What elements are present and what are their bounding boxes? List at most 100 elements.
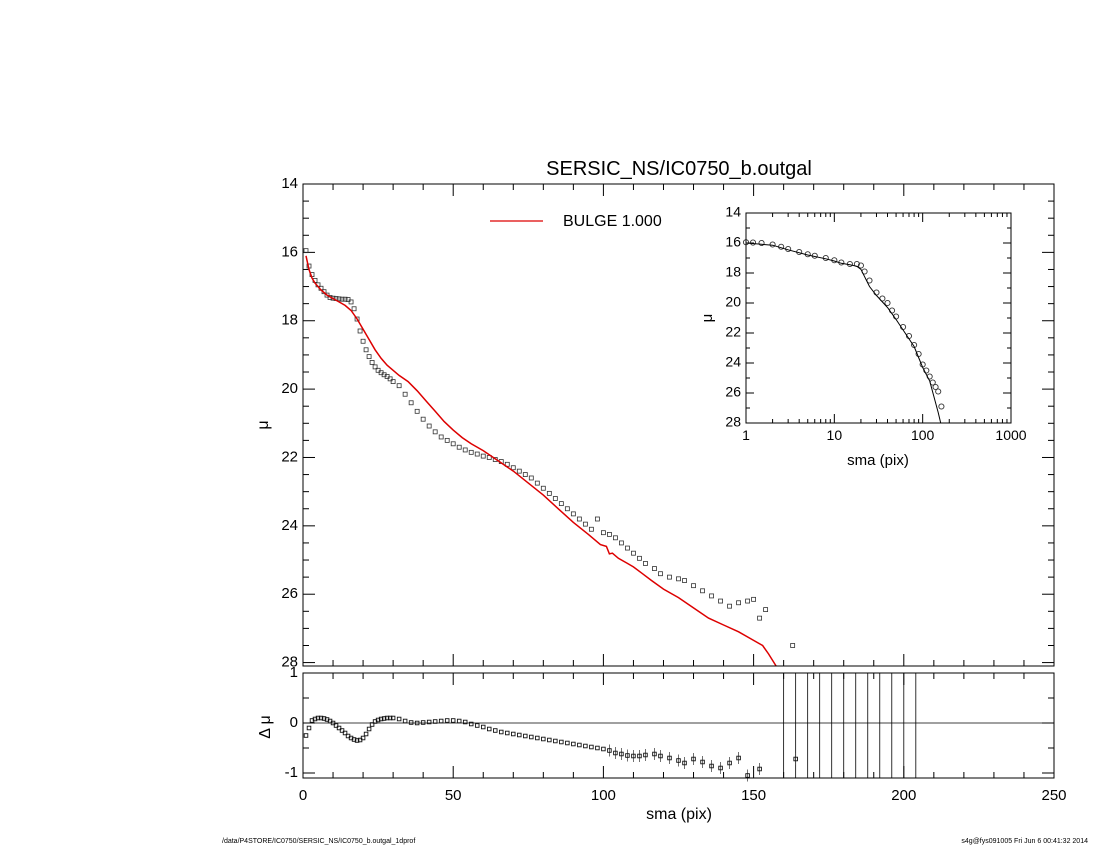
main-data-point bbox=[438, 434, 444, 440]
inset-data-point bbox=[884, 299, 891, 307]
residual-xtick-label: 0 bbox=[299, 787, 307, 804]
main-data-point bbox=[667, 574, 672, 580]
main-data-point bbox=[336, 296, 342, 302]
residual-data-point bbox=[577, 742, 582, 748]
main-ytick-label: 16 bbox=[281, 243, 298, 260]
main-data-point bbox=[790, 643, 796, 648]
main-data-point bbox=[540, 485, 546, 491]
main-data-point bbox=[396, 383, 402, 389]
residual-data-point bbox=[402, 718, 408, 724]
main-data-point bbox=[534, 480, 540, 486]
residual-data-point bbox=[637, 753, 642, 759]
main-data-point bbox=[619, 540, 624, 546]
main-data-point bbox=[576, 516, 582, 522]
residual-data-point bbox=[745, 773, 750, 778]
residual-data-point bbox=[351, 737, 357, 742]
inset-ticks: 14 16 18 20 22 24 26 281 10 100 1000 bbox=[725, 204, 1026, 443]
residual-data-point bbox=[432, 719, 438, 724]
main-data-point bbox=[751, 596, 756, 602]
residual-data-point bbox=[450, 718, 456, 723]
main-data-point bbox=[414, 408, 420, 414]
main-data-point bbox=[552, 496, 558, 501]
main-ytick-label: 26 bbox=[281, 585, 298, 602]
main-data-point bbox=[369, 360, 375, 365]
inset-data-point bbox=[935, 388, 942, 395]
footer-file-path: /data/P4STORE/IC0750/SERSIC_NS/IC0750_b.… bbox=[222, 838, 416, 845]
residual-data-point bbox=[619, 751, 624, 757]
residual-data-point bbox=[529, 734, 534, 740]
main-data-point bbox=[546, 490, 552, 496]
main-data-point bbox=[444, 437, 450, 443]
main-data-point bbox=[613, 535, 618, 541]
inset-ytick-label: 24 bbox=[725, 354, 741, 370]
residual-data-point bbox=[499, 729, 504, 735]
residual-data-point bbox=[718, 765, 723, 771]
inset-data-point bbox=[749, 239, 757, 246]
residual-data-point bbox=[360, 735, 366, 741]
main-data-point bbox=[450, 441, 456, 447]
main-data-point bbox=[420, 416, 426, 422]
inset-data-point bbox=[758, 239, 765, 247]
residual-data-point bbox=[363, 731, 369, 737]
residual-data-point bbox=[559, 739, 564, 745]
main-data-point bbox=[582, 521, 588, 527]
main-data-point bbox=[351, 306, 357, 312]
residual-data-point bbox=[330, 720, 336, 726]
residual-ytick-label: 0 bbox=[290, 714, 298, 731]
residual-data-point bbox=[384, 715, 390, 721]
inset-data-point bbox=[932, 383, 939, 391]
residual-data-point bbox=[607, 748, 612, 753]
residual-data-point bbox=[547, 737, 552, 743]
residual-xtick-label: 200 bbox=[891, 787, 916, 804]
main-data-point bbox=[516, 468, 522, 474]
inset-ytick-label: 22 bbox=[725, 324, 741, 340]
main-frame bbox=[302, 183, 1055, 667]
residual-frame bbox=[302, 672, 1055, 779]
main-data-point bbox=[564, 506, 570, 512]
residual-data-point bbox=[757, 766, 762, 772]
inset-data-point bbox=[938, 403, 945, 410]
inset-ytick-label: 26 bbox=[725, 384, 741, 400]
residual-ytick-label: -1 bbox=[285, 764, 298, 781]
residual-data-point bbox=[631, 753, 636, 759]
inset-frame bbox=[745, 212, 1012, 424]
main-data-point bbox=[354, 316, 360, 322]
residual-data-point bbox=[396, 716, 402, 722]
residual-data-point bbox=[468, 721, 474, 727]
residual-data-point bbox=[700, 759, 705, 765]
residual-data-point bbox=[387, 715, 393, 721]
main-data-point bbox=[594, 516, 600, 522]
residual-data-point bbox=[676, 758, 681, 763]
main-data-point bbox=[390, 379, 396, 384]
residual-data-point bbox=[583, 743, 588, 749]
main-legend: BULGE 1.000 bbox=[490, 213, 662, 230]
main-data-point bbox=[468, 449, 474, 455]
main-data-point bbox=[360, 338, 366, 344]
residual-data-point bbox=[486, 726, 492, 732]
residual-x-axis-label: sma (pix) bbox=[646, 806, 712, 823]
inset-ytick-label: 14 bbox=[725, 204, 741, 220]
main-data-point bbox=[348, 299, 354, 305]
main-data-point bbox=[570, 511, 576, 517]
main-data-point bbox=[658, 571, 663, 577]
inset-ytick-label: 16 bbox=[725, 234, 741, 250]
residual-data-point bbox=[336, 725, 342, 731]
residual-data-point bbox=[691, 756, 696, 762]
residual-data-point bbox=[378, 716, 384, 722]
main-data-point bbox=[601, 530, 606, 536]
residual-data-point bbox=[315, 715, 321, 721]
main-data-points bbox=[303, 248, 796, 648]
residual-data-point bbox=[625, 753, 630, 758]
main-data-point bbox=[709, 593, 714, 599]
residual-data-point bbox=[339, 728, 345, 733]
main-data-point bbox=[588, 526, 594, 532]
residual-data-point bbox=[667, 755, 672, 761]
residual-xtick-label: 100 bbox=[591, 787, 616, 804]
residual-data-point bbox=[408, 720, 414, 725]
main-data-point bbox=[625, 545, 630, 551]
residual-data-points bbox=[303, 715, 798, 782]
inset-data-point bbox=[857, 262, 864, 269]
legend-label: BULGE 1.000 bbox=[563, 213, 662, 230]
residual-data-point bbox=[601, 746, 606, 752]
